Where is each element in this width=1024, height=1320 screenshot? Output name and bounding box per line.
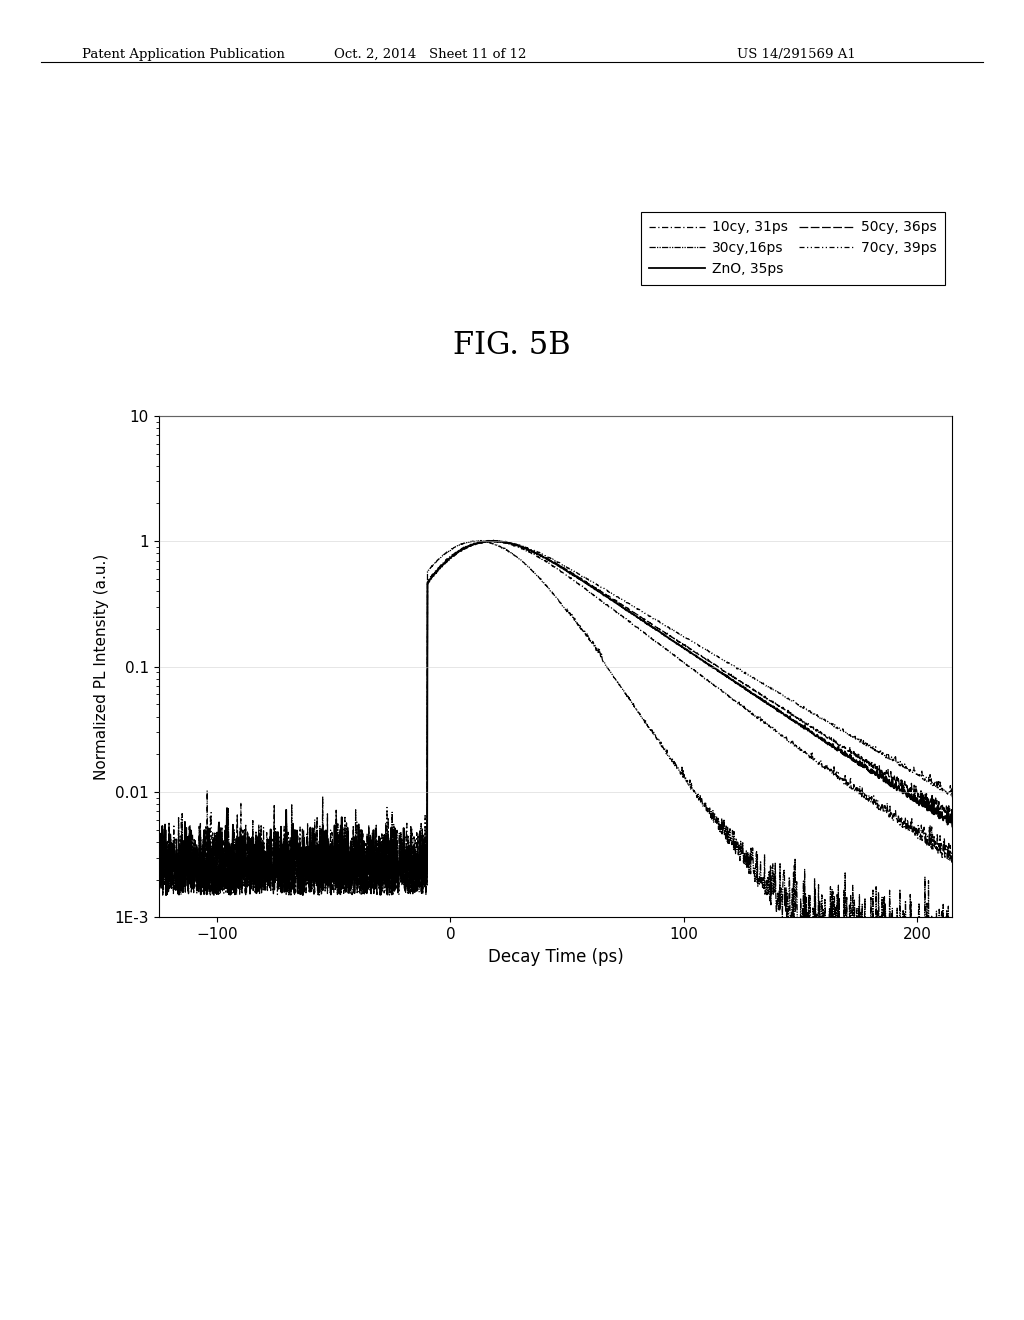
Text: US 14/291569 A1: US 14/291569 A1 [737,48,856,61]
Legend: 10cy, 31ps, 30cy,16ps, ZnO, 35ps, 50cy, 36ps, 70cy, 39ps: 10cy, 31ps, 30cy,16ps, ZnO, 35ps, 50cy, … [641,213,945,285]
Text: FIG. 5B: FIG. 5B [454,330,570,360]
Text: Oct. 2, 2014   Sheet 11 of 12: Oct. 2, 2014 Sheet 11 of 12 [334,48,526,61]
Y-axis label: Normalized PL Intensity (a.u.): Normalized PL Intensity (a.u.) [94,553,109,780]
Text: Patent Application Publication: Patent Application Publication [82,48,285,61]
X-axis label: Decay Time (ps): Decay Time (ps) [487,948,624,966]
